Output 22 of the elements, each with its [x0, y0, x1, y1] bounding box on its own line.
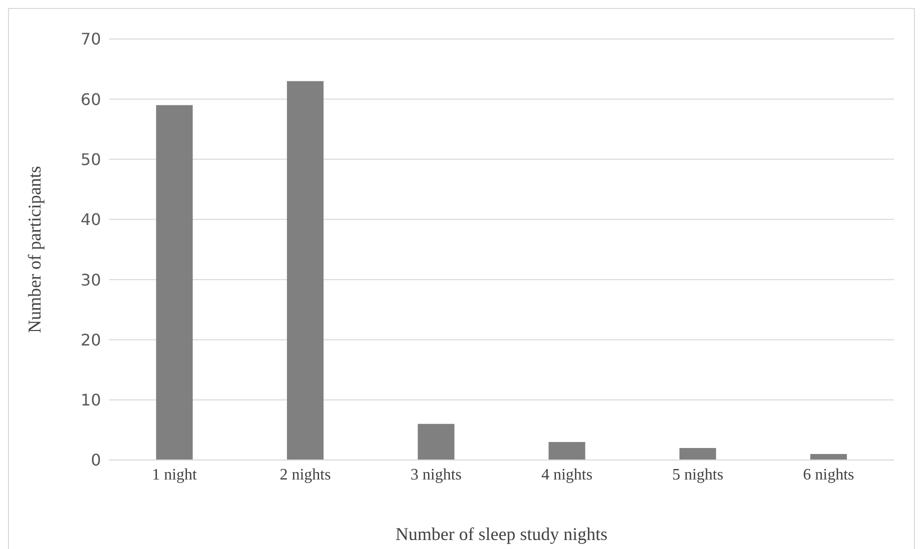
bar: [810, 454, 847, 460]
x-axis-title: Number of sleep study nights: [396, 524, 608, 544]
bar: [679, 448, 716, 460]
y-tick-label: 20: [80, 330, 101, 350]
x-tick-label: 6 nights: [803, 466, 854, 484]
x-tick-label: 5 nights: [672, 466, 724, 484]
y-tick-label: 70: [80, 30, 101, 49]
y-tick-label: 0: [90, 450, 101, 470]
y-tick-label: 10: [80, 390, 101, 410]
x-tick-label: 1 night: [152, 466, 198, 484]
x-tick-label: 3 nights: [410, 466, 462, 484]
bar: [156, 105, 193, 460]
x-tick-label: 4 nights: [541, 466, 592, 484]
y-tick-label: 50: [80, 150, 101, 169]
bar: [418, 424, 454, 460]
y-tick-label: 30: [80, 270, 101, 290]
y-axis-title: Number of participants: [24, 166, 44, 333]
bar: [286, 81, 324, 460]
bar: [548, 442, 586, 460]
y-tick-label: 40: [80, 210, 101, 230]
x-tick-label: 2 nights: [280, 466, 331, 484]
y-tick-label: 60: [80, 90, 101, 109]
